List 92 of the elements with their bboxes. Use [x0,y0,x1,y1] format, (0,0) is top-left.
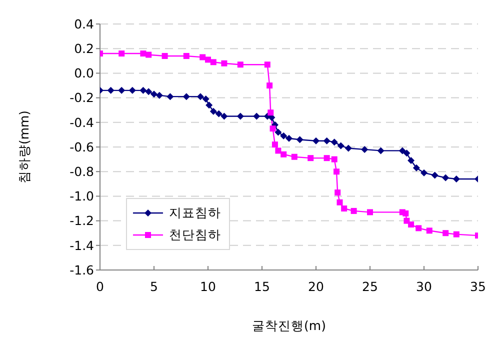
point [264,62,270,68]
y-axis-title: 침하량(mm) [16,110,32,184]
point [268,110,274,116]
x-tick-label: 35 [470,278,486,294]
point [334,168,340,175]
point [398,147,406,154]
point [420,169,428,176]
x-tick-label: 25 [362,278,378,294]
x-axis-title: 굴착진행(m) [252,318,326,333]
y-tick-label: -0.6 [70,139,94,154]
point [140,50,146,57]
point [272,142,278,148]
point [408,221,414,228]
point [221,60,228,66]
point [182,93,190,100]
point [275,148,282,154]
point [215,110,222,118]
point [210,108,217,115]
y-tick-label: -1.2 [70,213,94,228]
point [107,86,114,94]
y-tick-label: -1.6 [70,262,94,278]
x-tick-label: 30 [416,278,432,294]
point [402,210,409,216]
point [236,112,244,120]
point [350,208,357,214]
point [128,86,136,94]
point [431,172,438,179]
point [205,56,211,63]
point [196,93,204,100]
point [452,175,460,182]
point [210,59,216,66]
x-tick-label: 10 [200,278,216,294]
point [280,132,288,140]
y-tick-label: -1.4 [70,238,94,253]
y-tick-label: -1.0 [70,188,94,204]
y-tick-label: -0.8 [70,164,94,180]
point [336,199,343,206]
point [308,155,314,162]
point [331,156,338,162]
point [206,102,213,109]
point [253,112,260,120]
point [330,138,338,146]
y-tick-label: 0.4 [74,16,94,32]
point [280,151,287,158]
point [156,92,163,99]
y-tick-label: 0.2 [74,41,94,56]
x-tick-label: 0 [96,278,104,294]
point [296,136,304,144]
point [274,128,282,136]
point [367,209,373,216]
point [266,82,273,88]
point [341,206,348,212]
y-tick-label: -0.2 [70,90,94,106]
point [286,134,292,142]
point [442,230,449,236]
point [324,155,330,162]
point [145,88,152,96]
point [377,147,384,154]
point [162,52,168,59]
point [412,164,420,172]
x-tick-label: 5 [150,278,158,294]
point [337,142,344,150]
point [166,93,174,100]
x-tick-label: 20 [308,278,324,294]
y-tick-label: -0.4 [70,114,94,130]
point [416,225,422,232]
legend-label: 천단침하 [169,226,221,244]
point [408,157,415,164]
point [200,54,206,60]
point [220,112,228,120]
point [150,90,158,98]
point [146,52,152,58]
point [140,86,147,94]
point [118,50,125,57]
point [312,137,320,144]
point [118,86,126,94]
point [361,146,368,153]
point [344,144,352,152]
point [323,137,330,144]
x-tick-label: 15 [254,278,270,294]
legend-label: 지표침하 [169,204,221,222]
point [270,126,276,132]
y-tick-label: 0.0 [74,66,94,81]
point [453,231,460,238]
point [183,52,190,59]
point [237,62,244,68]
point [202,96,210,103]
point [426,228,432,234]
point [334,190,341,196]
point [403,150,410,157]
point [442,174,450,182]
point [291,154,298,160]
